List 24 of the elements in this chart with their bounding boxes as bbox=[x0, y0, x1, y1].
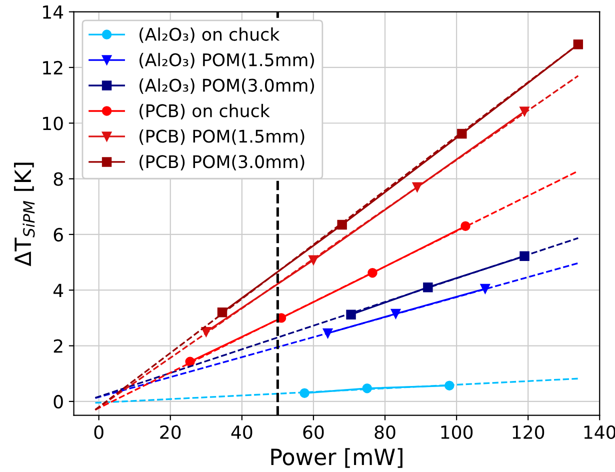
legend-label: (PCB) POM(3.0mm) bbox=[140, 154, 304, 170]
x-axis-title: Power [mW] bbox=[271, 448, 402, 468]
y-tick-label: 14 bbox=[43, 5, 64, 19]
y-tick-label: 8 bbox=[54, 172, 63, 186]
x-tick-label: 40 bbox=[231, 425, 252, 440]
legend-label: (PCB) POM(1.5mm) bbox=[140, 129, 304, 145]
x-tick-label: 120 bbox=[512, 425, 544, 440]
legend-label: (Al₂O₃) POM(1.5mm) bbox=[140, 52, 314, 68]
x-tick-label: 100 bbox=[441, 425, 473, 440]
y-tick-label: 2 bbox=[54, 339, 62, 353]
legend-label: (Al₂O₃) on chuck bbox=[140, 27, 280, 43]
point bbox=[346, 310, 356, 320]
legend-label: (Al₂O₃) POM(3.0mm) bbox=[140, 78, 314, 94]
x-tick-label: 20 bbox=[160, 425, 181, 440]
y-axis-title: ΔT$_{SiPM}$ [K] bbox=[14, 162, 35, 266]
y-tick-label: 12 bbox=[43, 60, 62, 74]
y-tick-label: 6 bbox=[54, 228, 63, 242]
x-tick-label: 80 bbox=[374, 425, 396, 440]
x-tick-label: 0 bbox=[94, 425, 104, 440]
y-tick-label: 10 bbox=[43, 116, 63, 130]
x-tick-label: 60 bbox=[303, 425, 324, 440]
y-tick-label: 4 bbox=[53, 284, 64, 297]
legend-label: (PCB) on chuck bbox=[140, 104, 270, 120]
y-tick-label: 0 bbox=[54, 394, 63, 409]
